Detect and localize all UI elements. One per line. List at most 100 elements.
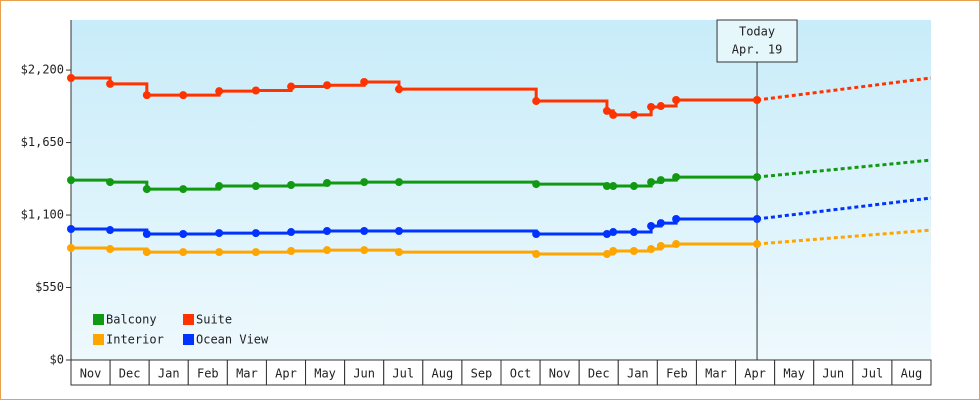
x-tick-label: May — [783, 367, 805, 381]
point — [647, 221, 656, 230]
x-tick-box — [774, 359, 815, 386]
x-tick-label: Feb — [666, 367, 688, 381]
x-tick-label: Dec — [119, 367, 141, 381]
y-tick-label: $550 — [35, 280, 64, 294]
today-box — [716, 19, 798, 63]
point — [394, 248, 403, 257]
point — [609, 182, 618, 191]
x-tick-box — [461, 359, 502, 386]
legend-label: Ocean View — [196, 333, 269, 347]
x-tick-label: Jul — [392, 367, 414, 381]
point — [142, 230, 151, 239]
point — [179, 248, 188, 257]
legend-label: Balcony — [106, 313, 157, 327]
point — [647, 178, 656, 187]
x-tick-label: Feb — [197, 367, 219, 381]
y-tick-label: $1,650 — [21, 135, 64, 149]
y-tick-label: $2,200 — [21, 63, 64, 77]
point — [602, 250, 611, 259]
point — [602, 106, 611, 115]
point — [106, 178, 115, 187]
point — [609, 110, 618, 119]
point — [179, 185, 188, 194]
y-tick-label: $1,100 — [21, 208, 64, 222]
point — [287, 228, 296, 237]
x-tick-box — [891, 359, 932, 386]
point — [67, 243, 75, 252]
point — [394, 178, 403, 187]
point — [67, 225, 75, 234]
x-tick-label: Mar — [236, 367, 258, 381]
point — [287, 82, 296, 91]
point — [251, 182, 260, 191]
point — [602, 182, 611, 191]
x-tick-label: Jun — [822, 367, 844, 381]
point — [106, 79, 115, 88]
point — [672, 214, 681, 223]
point — [323, 246, 332, 255]
point — [532, 180, 541, 189]
point — [251, 86, 260, 95]
point — [532, 250, 541, 259]
legend-swatch — [183, 314, 194, 325]
point — [753, 214, 762, 223]
point — [215, 182, 224, 191]
x-tick-label: Mar — [705, 367, 727, 381]
point — [656, 102, 665, 111]
x-tick-label: Aug — [901, 367, 923, 381]
point — [287, 247, 296, 256]
point — [323, 81, 332, 90]
legend-swatch — [183, 334, 194, 345]
point — [142, 91, 151, 100]
x-tick-label: Apr — [744, 367, 766, 381]
point — [647, 245, 656, 254]
x-tick-label: Nov — [80, 367, 102, 381]
point — [67, 176, 75, 185]
legend-label: Interior — [106, 333, 164, 347]
point — [647, 102, 656, 111]
point — [656, 242, 665, 251]
x-tick-label: Aug — [432, 367, 454, 381]
point — [360, 77, 369, 86]
point — [672, 95, 681, 104]
point — [753, 173, 762, 182]
x-tick-label: Nov — [549, 367, 571, 381]
x-tick-box — [500, 359, 541, 386]
point — [251, 248, 260, 257]
forecast-line — [756, 196, 932, 221]
point — [106, 245, 115, 254]
point — [753, 240, 762, 249]
point — [179, 230, 188, 239]
legend-label: Suite — [196, 313, 232, 327]
point — [287, 180, 296, 189]
point — [323, 179, 332, 188]
point — [360, 226, 369, 235]
point — [323, 226, 332, 235]
point — [753, 95, 762, 104]
point — [215, 248, 224, 257]
forecast-line — [756, 158, 932, 179]
x-tick-box — [695, 359, 737, 386]
point — [215, 87, 224, 96]
series-line — [71, 217, 758, 236]
point — [142, 248, 151, 257]
x-tick-box — [656, 359, 697, 386]
point — [609, 228, 618, 237]
x-tick-label: Apr — [275, 367, 297, 381]
point — [672, 240, 681, 249]
point — [629, 228, 638, 237]
x-tick-label: Jun — [353, 367, 375, 381]
x-tick-box — [344, 359, 385, 386]
today-date: Apr. 19 — [732, 43, 783, 57]
point — [251, 229, 260, 238]
x-tick-label: Oct — [510, 367, 532, 381]
point — [532, 230, 541, 239]
point — [629, 182, 638, 191]
point — [67, 73, 75, 82]
today-label: Today — [739, 25, 775, 39]
x-tick-label: Jul — [862, 367, 884, 381]
x-tick-box — [422, 359, 463, 386]
x-tick-label: Jan — [627, 367, 649, 381]
point — [142, 185, 151, 194]
point — [394, 85, 403, 94]
